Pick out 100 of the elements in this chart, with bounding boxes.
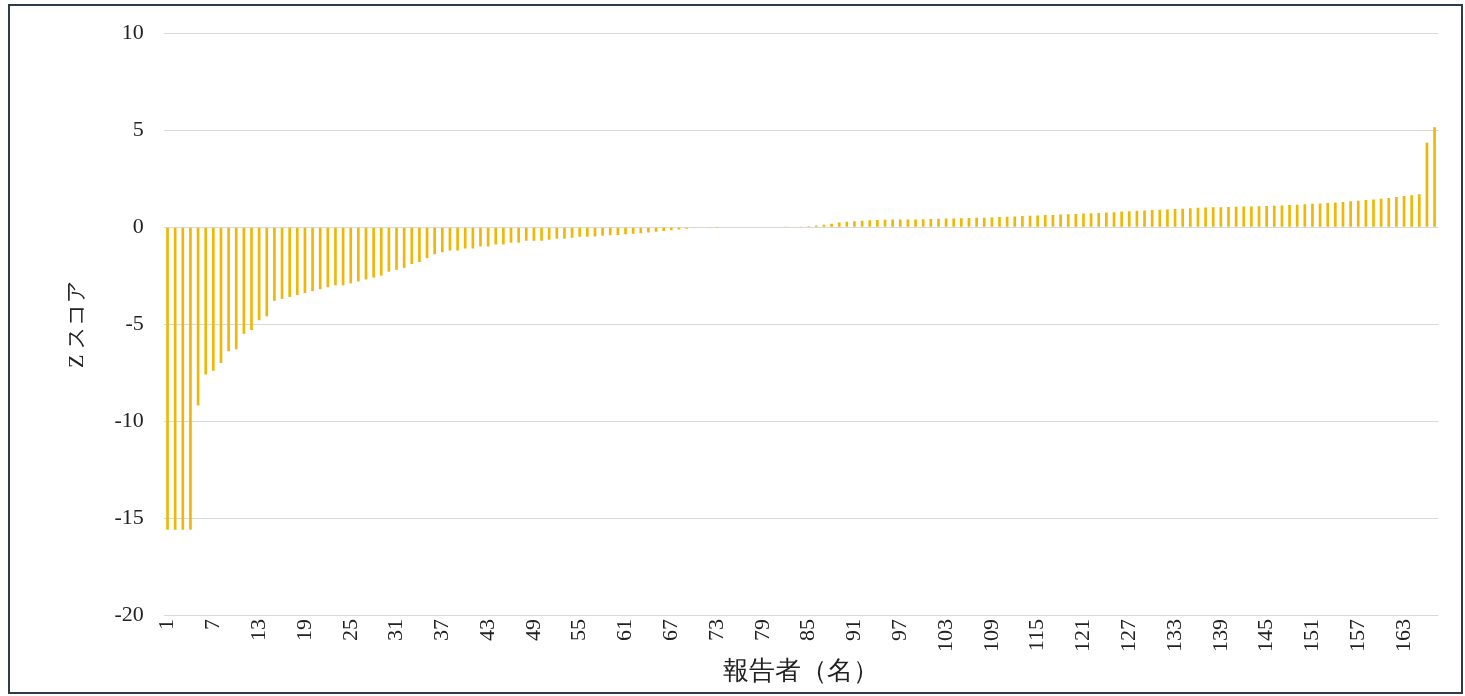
bar xyxy=(173,227,177,530)
bar xyxy=(433,227,437,255)
bar xyxy=(1158,209,1162,227)
y-tick-label: -20 xyxy=(114,600,144,626)
bar xyxy=(204,227,208,375)
bar xyxy=(1250,206,1253,227)
x-tick-label: 127 xyxy=(1115,619,1141,652)
x-tick-label: 55 xyxy=(565,619,591,641)
bar xyxy=(524,227,528,241)
bar xyxy=(357,227,360,282)
bar xyxy=(1066,214,1070,227)
bar xyxy=(181,227,185,530)
x-tick-label: 115 xyxy=(1023,619,1049,652)
bar xyxy=(624,227,627,235)
bar xyxy=(463,227,467,249)
bar xyxy=(1143,210,1146,227)
bar xyxy=(1105,212,1108,227)
bar xyxy=(601,227,604,236)
bar xyxy=(318,227,322,290)
bar xyxy=(1227,206,1230,227)
bar xyxy=(1097,212,1101,227)
bar xyxy=(540,227,543,241)
x-tick-label: 109 xyxy=(977,619,1003,652)
bar xyxy=(1188,208,1192,227)
bar xyxy=(517,227,520,243)
bar xyxy=(1265,206,1268,227)
bar xyxy=(837,222,841,227)
bar xyxy=(1433,127,1436,227)
y-tick-label: 0 xyxy=(132,212,144,238)
bar xyxy=(563,227,566,239)
bar xyxy=(1059,214,1062,227)
bar xyxy=(998,217,1001,227)
bar xyxy=(662,227,666,232)
bar xyxy=(830,223,833,227)
x-tick-label: 49 xyxy=(519,619,545,641)
bar xyxy=(1043,215,1047,227)
bar xyxy=(982,217,986,227)
bar xyxy=(937,218,940,227)
bar xyxy=(555,227,559,239)
bar xyxy=(1349,201,1352,227)
bar xyxy=(334,227,337,286)
bar xyxy=(410,227,414,264)
bar xyxy=(1372,199,1375,227)
bar xyxy=(1021,216,1024,227)
bar xyxy=(853,221,856,227)
bar xyxy=(372,227,375,278)
x-tick-label: 79 xyxy=(748,619,774,641)
bar xyxy=(265,227,269,317)
x-tick-label: 61 xyxy=(611,619,637,641)
bar xyxy=(1120,211,1123,227)
x-tick-label: 73 xyxy=(702,619,728,641)
bar xyxy=(189,227,192,530)
bar xyxy=(975,217,978,227)
x-tick-label: 139 xyxy=(1206,619,1232,652)
bar xyxy=(212,227,215,371)
bar xyxy=(227,227,230,352)
bar xyxy=(914,219,917,227)
bar xyxy=(1082,213,1085,227)
bar xyxy=(891,219,894,227)
bar xyxy=(608,227,612,236)
y-axis-title: Z スコア xyxy=(62,280,88,369)
x-tick-label: 19 xyxy=(290,619,316,641)
bar xyxy=(952,218,956,227)
bar xyxy=(898,219,902,227)
bar xyxy=(418,227,421,263)
bar xyxy=(1326,203,1330,227)
bar xyxy=(876,219,879,227)
x-tick-label: 133 xyxy=(1160,619,1186,652)
bar xyxy=(578,227,582,237)
x-tick-label: 163 xyxy=(1389,619,1415,652)
bar xyxy=(440,227,444,253)
bar xyxy=(1166,209,1169,227)
bar xyxy=(295,227,299,296)
bar xyxy=(929,218,933,227)
bar xyxy=(960,218,963,227)
bar xyxy=(494,227,498,245)
x-tick-label: 31 xyxy=(382,619,408,641)
y-tick-label: -10 xyxy=(114,406,144,432)
bar xyxy=(1395,197,1398,227)
bar xyxy=(166,227,169,530)
bar xyxy=(234,227,238,350)
bar xyxy=(288,227,291,297)
bar xyxy=(1303,204,1307,227)
bar xyxy=(1417,194,1421,227)
bar xyxy=(502,227,505,245)
x-tick-label: 103 xyxy=(931,619,957,652)
x-tick-label: 85 xyxy=(794,619,820,641)
x-tick-label: 91 xyxy=(840,619,866,641)
bar xyxy=(273,227,276,301)
x-tick-label: 145 xyxy=(1252,619,1278,652)
bar xyxy=(586,227,589,237)
bar xyxy=(395,227,398,270)
bar xyxy=(1150,210,1154,227)
bar xyxy=(479,227,482,247)
bar xyxy=(349,227,353,284)
x-tick-label: 7 xyxy=(199,619,225,630)
bar xyxy=(456,227,459,251)
bar xyxy=(379,227,383,276)
bar xyxy=(547,227,551,240)
bar xyxy=(1204,207,1207,227)
